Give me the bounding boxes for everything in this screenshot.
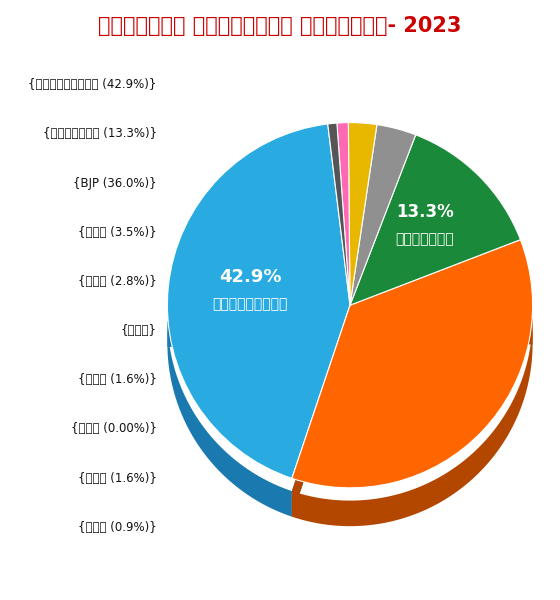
Text: {ಇತರ (3.5%)}: {ಇತರ (3.5%)} <box>78 226 157 239</box>
Wedge shape <box>348 122 377 305</box>
Text: {ಇತರ}: {ಇತರ} <box>121 324 157 337</box>
Text: {ಇತರ (2.8%)}: {ಇತರ (2.8%)} <box>78 275 157 288</box>
Polygon shape <box>292 318 350 517</box>
Wedge shape <box>350 135 520 305</box>
Text: {ಇತರ (0.00%)}: {ಇತರ (0.00%)} <box>71 422 157 436</box>
Polygon shape <box>350 318 533 344</box>
Text: ಕర್ನಾಟಕ ವಿಧಾನಸಭಾ ಚುನಾವಣೆ- 2023: ಕర್ನಾಟಕ ವಿಧಾನಸಭಾ ಚುನಾವಣೆ- 2023 <box>99 16 461 35</box>
Wedge shape <box>292 239 533 488</box>
Wedge shape <box>328 123 350 305</box>
Text: {BJP (36.0%)}: {BJP (36.0%)} <box>73 176 157 190</box>
Text: ಕಾಂಗ್ರೆಸ್: ಕಾಂಗ್ರೆಸ್ <box>212 297 288 311</box>
Wedge shape <box>337 122 350 305</box>
Text: {ಇತರ (0.9%)}: {ಇತರ (0.9%)} <box>78 521 157 534</box>
Wedge shape <box>350 125 416 305</box>
Text: 42.9%: 42.9% <box>219 268 281 286</box>
Polygon shape <box>167 322 292 517</box>
Polygon shape <box>292 318 350 517</box>
Text: {ಇತರ (1.6%)}: {ಇತರ (1.6%)} <box>78 373 157 386</box>
Wedge shape <box>167 124 350 478</box>
Text: {ಇತರ (1.6%)}: {ಇತರ (1.6%)} <box>78 472 157 485</box>
Text: ಜೆಡಿಎಸ್: ಜೆಡಿಎಸ್ <box>395 232 454 247</box>
Text: {ಜೆಡಿಎಸ್ (13.3%)}: {ಜೆಡಿಎಸ್ (13.3%)} <box>43 127 157 140</box>
Text: 13.3%: 13.3% <box>396 203 454 221</box>
Polygon shape <box>167 318 350 347</box>
Polygon shape <box>292 319 533 526</box>
Text: {ಕಾಂಗ್ರೆಸ್ (42.9%)}: {ಕಾಂಗ್ರೆಸ್ (42.9%)} <box>29 78 157 91</box>
